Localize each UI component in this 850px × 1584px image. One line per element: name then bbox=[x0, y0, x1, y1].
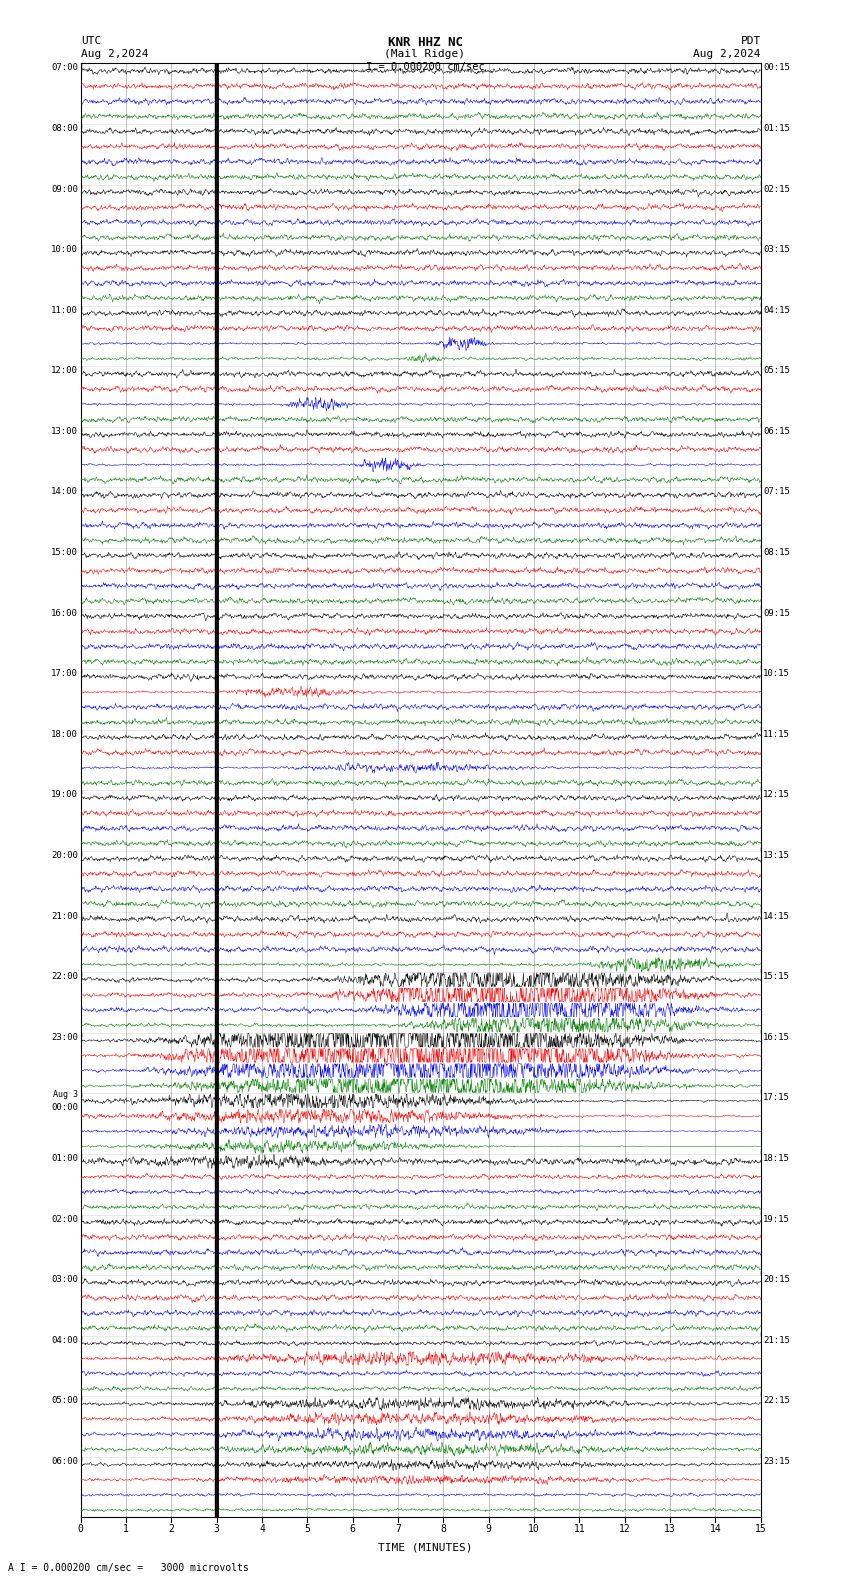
Text: 13:15: 13:15 bbox=[763, 851, 791, 860]
Text: 17:15: 17:15 bbox=[763, 1093, 791, 1102]
Text: 16:00: 16:00 bbox=[51, 608, 78, 618]
Text: 09:00: 09:00 bbox=[51, 184, 78, 193]
Text: 09:15: 09:15 bbox=[763, 608, 791, 618]
Text: 17:00: 17:00 bbox=[51, 668, 78, 678]
Text: 14:00: 14:00 bbox=[51, 488, 78, 496]
Text: 00:15: 00:15 bbox=[763, 63, 791, 73]
Text: 13:00: 13:00 bbox=[51, 428, 78, 436]
Text: 03:15: 03:15 bbox=[763, 246, 791, 253]
Text: 21:15: 21:15 bbox=[763, 1335, 791, 1345]
Text: 19:15: 19:15 bbox=[763, 1215, 791, 1223]
Text: 22:00: 22:00 bbox=[51, 973, 78, 980]
Text: 15:15: 15:15 bbox=[763, 973, 791, 980]
Text: 14:15: 14:15 bbox=[763, 911, 791, 920]
Text: 02:00: 02:00 bbox=[51, 1215, 78, 1223]
Text: 10:00: 10:00 bbox=[51, 246, 78, 253]
Text: 21:00: 21:00 bbox=[51, 911, 78, 920]
Text: 05:00: 05:00 bbox=[51, 1397, 78, 1405]
Text: 13: 13 bbox=[664, 1524, 676, 1533]
Text: I = 0.000200 cm/sec: I = 0.000200 cm/sec bbox=[366, 62, 484, 71]
Text: 12:00: 12:00 bbox=[51, 366, 78, 375]
Text: KNR HHZ NC: KNR HHZ NC bbox=[388, 36, 462, 49]
Text: 0: 0 bbox=[78, 1524, 83, 1533]
Text: Aug 2,2024: Aug 2,2024 bbox=[694, 49, 761, 59]
Text: 07:00: 07:00 bbox=[51, 63, 78, 73]
Text: 16:15: 16:15 bbox=[763, 1033, 791, 1042]
Text: 00:00: 00:00 bbox=[51, 1102, 78, 1112]
Text: 11:00: 11:00 bbox=[51, 306, 78, 315]
Text: 7: 7 bbox=[395, 1524, 401, 1533]
Text: 12:15: 12:15 bbox=[763, 790, 791, 800]
Text: 03:00: 03:00 bbox=[51, 1275, 78, 1285]
Text: 5: 5 bbox=[304, 1524, 310, 1533]
Text: 20:00: 20:00 bbox=[51, 851, 78, 860]
Text: 01:00: 01:00 bbox=[51, 1153, 78, 1163]
Text: 3: 3 bbox=[214, 1524, 219, 1533]
Text: 20:15: 20:15 bbox=[763, 1275, 791, 1285]
Text: 11: 11 bbox=[574, 1524, 586, 1533]
Text: 08:15: 08:15 bbox=[763, 548, 791, 558]
Text: 4: 4 bbox=[259, 1524, 265, 1533]
Text: 9: 9 bbox=[486, 1524, 491, 1533]
Text: 06:15: 06:15 bbox=[763, 428, 791, 436]
Text: TIME (MINUTES): TIME (MINUTES) bbox=[377, 1543, 473, 1552]
Text: 15:00: 15:00 bbox=[51, 548, 78, 558]
Text: 05:15: 05:15 bbox=[763, 366, 791, 375]
Text: UTC: UTC bbox=[81, 36, 101, 46]
Text: 23:15: 23:15 bbox=[763, 1457, 791, 1465]
Text: 18:15: 18:15 bbox=[763, 1153, 791, 1163]
Text: A I = 0.000200 cm/sec =   3000 microvolts: A I = 0.000200 cm/sec = 3000 microvolts bbox=[8, 1563, 249, 1573]
Text: 02:15: 02:15 bbox=[763, 184, 791, 193]
Text: 22:15: 22:15 bbox=[763, 1397, 791, 1405]
Text: 1: 1 bbox=[123, 1524, 129, 1533]
Text: (Mail Ridge): (Mail Ridge) bbox=[384, 49, 466, 59]
Text: PDT: PDT bbox=[740, 36, 761, 46]
Text: 11:15: 11:15 bbox=[763, 730, 791, 738]
Text: 07:15: 07:15 bbox=[763, 488, 791, 496]
Text: 06:00: 06:00 bbox=[51, 1457, 78, 1465]
Text: 08:00: 08:00 bbox=[51, 124, 78, 133]
Text: 6: 6 bbox=[350, 1524, 355, 1533]
Text: 10:15: 10:15 bbox=[763, 668, 791, 678]
Text: 04:00: 04:00 bbox=[51, 1335, 78, 1345]
Text: Aug 3: Aug 3 bbox=[54, 1090, 78, 1099]
Text: 18:00: 18:00 bbox=[51, 730, 78, 738]
Text: 15: 15 bbox=[755, 1524, 767, 1533]
Text: 14: 14 bbox=[710, 1524, 722, 1533]
Text: 2: 2 bbox=[168, 1524, 174, 1533]
Text: 23:00: 23:00 bbox=[51, 1033, 78, 1042]
Text: 10: 10 bbox=[528, 1524, 540, 1533]
Text: 04:15: 04:15 bbox=[763, 306, 791, 315]
Text: 01:15: 01:15 bbox=[763, 124, 791, 133]
Text: Aug 2,2024: Aug 2,2024 bbox=[81, 49, 148, 59]
Text: 19:00: 19:00 bbox=[51, 790, 78, 800]
Text: 8: 8 bbox=[440, 1524, 446, 1533]
Text: 12: 12 bbox=[619, 1524, 631, 1533]
